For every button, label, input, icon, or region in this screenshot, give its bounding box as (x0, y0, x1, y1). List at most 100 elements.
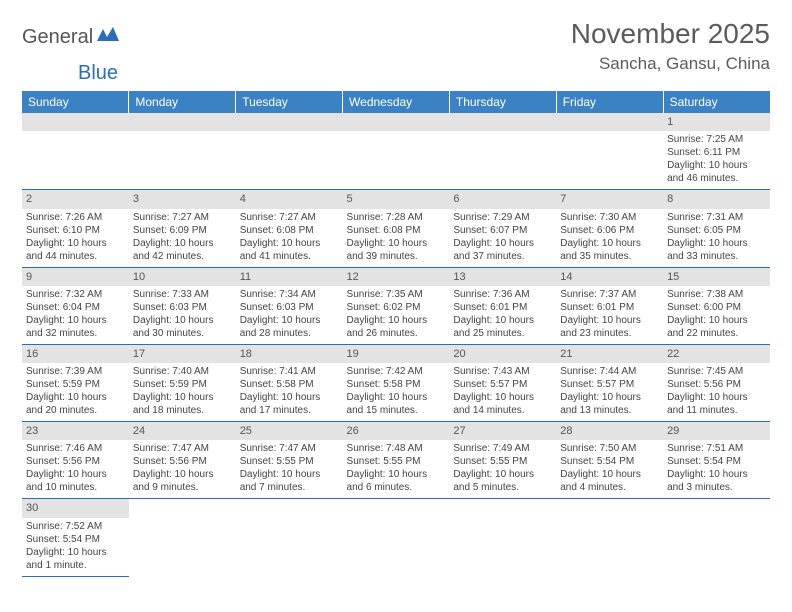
calendar-day-cell: 27Sunrise: 7:49 AMSunset: 5:55 PMDayligh… (449, 422, 556, 499)
sunrise-text: Sunrise: 7:31 AM (667, 211, 766, 224)
calendar-day-cell: 21Sunrise: 7:44 AMSunset: 5:57 PMDayligh… (556, 344, 663, 421)
day-number: 19 (343, 345, 450, 363)
calendar-day-cell (236, 499, 343, 576)
calendar-day-cell: 26Sunrise: 7:48 AMSunset: 5:55 PMDayligh… (343, 422, 450, 499)
sunrise-text: Sunrise: 7:38 AM (667, 288, 766, 301)
day-details: Sunrise: 7:44 AMSunset: 5:57 PMDaylight:… (556, 363, 663, 421)
day-number: 15 (663, 268, 770, 286)
sunrise-text: Sunrise: 7:27 AM (133, 211, 232, 224)
daylight-text: Daylight: 10 hours and 14 minutes. (453, 391, 552, 417)
day-details: Sunrise: 7:50 AMSunset: 5:54 PMDaylight:… (556, 440, 663, 498)
daylight-text: Daylight: 10 hours and 1 minute. (26, 546, 125, 572)
sunrise-text: Sunrise: 7:44 AM (560, 365, 659, 378)
sunset-text: Sunset: 6:03 PM (133, 301, 232, 314)
sunset-text: Sunset: 5:56 PM (667, 378, 766, 391)
day-details: Sunrise: 7:29 AMSunset: 6:07 PMDaylight:… (449, 209, 556, 267)
sunset-text: Sunset: 6:03 PM (240, 301, 339, 314)
daylight-text: Daylight: 10 hours and 35 minutes. (560, 237, 659, 263)
calendar-day-cell: 2 Sunrise: 7:26 AMSunset: 6:10 PMDaylight… (22, 190, 129, 267)
sunrise-text: Sunrise: 7:39 AM (26, 365, 125, 378)
day-details: Sunrise: 7:36 AMSunset: 6:01 PMDaylight:… (449, 286, 556, 344)
daylight-text: Daylight: 10 hours and 41 minutes. (240, 237, 339, 263)
calendar-day-cell: 20Sunrise: 7:43 AMSunset: 5:57 PMDayligh… (449, 344, 556, 421)
calendar-day-cell: 28Sunrise: 7:50 AMSunset: 5:54 PMDayligh… (556, 422, 663, 499)
day-number: 13 (449, 268, 556, 286)
day-number: 23 (22, 422, 129, 440)
sunset-text: Sunset: 6:06 PM (560, 224, 659, 237)
sunset-text: Sunset: 6:00 PM (667, 301, 766, 314)
sunrise-text: Sunrise: 7:25 AM (667, 133, 766, 146)
day-number: 5 (343, 190, 450, 208)
day-number: 12 (343, 268, 450, 286)
daylight-text: Daylight: 10 hours and 13 minutes. (560, 391, 659, 417)
daylight-text: Daylight: 10 hours and 26 minutes. (347, 314, 446, 340)
day-number: 2 (22, 190, 129, 208)
sunrise-text: Sunrise: 7:45 AM (667, 365, 766, 378)
daylight-text: Daylight: 10 hours and 9 minutes. (133, 468, 232, 494)
day-details: Sunrise: 7:43 AMSunset: 5:57 PMDaylight:… (449, 363, 556, 421)
calendar-body: 1Sunrise: 7:25 AMSunset: 6:11 PMDaylight… (22, 113, 770, 576)
day-number: 17 (129, 345, 236, 363)
sunset-text: Sunset: 6:10 PM (26, 224, 125, 237)
sunset-text: Sunset: 6:07 PM (453, 224, 552, 237)
day-details: Sunrise: 7:47 AMSunset: 5:56 PMDaylight:… (129, 440, 236, 498)
day-details: Sunrise: 7:47 AMSunset: 5:55 PMDaylight:… (236, 440, 343, 498)
daylight-text: Daylight: 10 hours and 44 minutes. (26, 237, 125, 263)
sunset-text: Sunset: 5:57 PM (453, 378, 552, 391)
day-number: 1 (663, 113, 770, 131)
calendar-day-cell (663, 499, 770, 576)
sunrise-text: Sunrise: 7:27 AM (240, 211, 339, 224)
day-details: Sunrise: 7:35 AMSunset: 6:02 PMDaylight:… (343, 286, 450, 344)
day-details: Sunrise: 7:48 AMSunset: 5:55 PMDaylight:… (343, 440, 450, 498)
day-details: Sunrise: 7:39 AMSunset: 5:59 PMDaylight:… (22, 363, 129, 421)
calendar-day-cell (449, 113, 556, 190)
day-details: Sunrise: 7:33 AMSunset: 6:03 PMDaylight:… (129, 286, 236, 344)
daylight-text: Daylight: 10 hours and 42 minutes. (133, 237, 232, 263)
sunrise-text: Sunrise: 7:26 AM (26, 211, 125, 224)
calendar-day-cell: 17Sunrise: 7:40 AMSunset: 5:59 PMDayligh… (129, 344, 236, 421)
sunset-text: Sunset: 5:54 PM (667, 455, 766, 468)
calendar-day-cell: 29Sunrise: 7:51 AMSunset: 5:54 PMDayligh… (663, 422, 770, 499)
day-number: 14 (556, 268, 663, 286)
daylight-text: Daylight: 10 hours and 22 minutes. (667, 314, 766, 340)
day-number: 27 (449, 422, 556, 440)
weekday-heading: Sunday (22, 91, 129, 113)
day-details: Sunrise: 7:27 AMSunset: 6:08 PMDaylight:… (236, 209, 343, 267)
day-number: 9 (22, 268, 129, 286)
day-details: Sunrise: 7:31 AMSunset: 6:05 PMDaylight:… (663, 209, 770, 267)
calendar-day-cell: 14Sunrise: 7:37 AMSunset: 6:01 PMDayligh… (556, 267, 663, 344)
sunrise-text: Sunrise: 7:32 AM (26, 288, 125, 301)
daylight-text: Daylight: 10 hours and 15 minutes. (347, 391, 446, 417)
logo: General (22, 18, 121, 49)
calendar-week-row: 30Sunrise: 7:52 AMSunset: 5:54 PMDayligh… (22, 499, 770, 576)
calendar-day-cell (22, 113, 129, 190)
day-details: Sunrise: 7:28 AMSunset: 6:08 PMDaylight:… (343, 209, 450, 267)
weekday-header-row: Sunday Monday Tuesday Wednesday Thursday… (22, 91, 770, 113)
day-details: Sunrise: 7:42 AMSunset: 5:58 PMDaylight:… (343, 363, 450, 421)
logo-text-blue: Blue (78, 62, 792, 85)
calendar-day-cell: 24Sunrise: 7:47 AMSunset: 5:56 PMDayligh… (129, 422, 236, 499)
weekday-heading: Saturday (663, 91, 770, 113)
sunset-text: Sunset: 5:55 PM (240, 455, 339, 468)
daylight-text: Daylight: 10 hours and 20 minutes. (26, 391, 125, 417)
calendar-week-row: 9Sunrise: 7:32 AMSunset: 6:04 PMDaylight… (22, 267, 770, 344)
weekday-heading: Wednesday (343, 91, 450, 113)
day-number: 30 (22, 499, 129, 517)
sunset-text: Sunset: 5:58 PM (347, 378, 446, 391)
calendar-day-cell: 22Sunrise: 7:45 AMSunset: 5:56 PMDayligh… (663, 344, 770, 421)
flag-icon (97, 27, 119, 48)
daylight-text: Daylight: 10 hours and 33 minutes. (667, 237, 766, 263)
calendar-day-cell: 15 Sunrise: 7:38 AMSunset: 6:00 PMDayligh… (663, 267, 770, 344)
sunset-text: Sunset: 6:01 PM (560, 301, 659, 314)
sunrise-text: Sunrise: 7:30 AM (560, 211, 659, 224)
calendar-day-cell (556, 113, 663, 190)
day-details: Sunrise: 7:52 AMSunset: 5:54 PMDaylight:… (22, 518, 129, 576)
daylight-text: Daylight: 10 hours and 10 minutes. (26, 468, 125, 494)
sunset-text: Sunset: 6:01 PM (453, 301, 552, 314)
sunrise-text: Sunrise: 7:40 AM (133, 365, 232, 378)
day-details: Sunrise: 7:32 AMSunset: 6:04 PMDaylight:… (22, 286, 129, 344)
sunrise-text: Sunrise: 7:48 AM (347, 442, 446, 455)
calendar-day-cell: 6Sunrise: 7:29 AMSunset: 6:07 PMDaylight… (449, 190, 556, 267)
day-number: 8 (663, 190, 770, 208)
day-details: Sunrise: 7:30 AMSunset: 6:06 PMDaylight:… (556, 209, 663, 267)
